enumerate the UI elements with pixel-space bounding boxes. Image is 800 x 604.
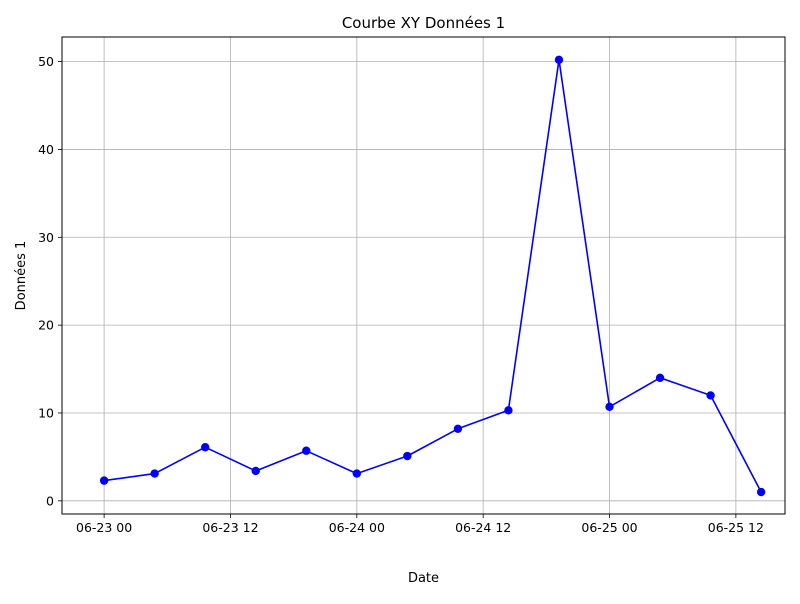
x-tick-label: 06-23 12 (202, 520, 258, 535)
data-point (605, 402, 614, 412)
series-line (103, 58, 762, 493)
data-point (352, 469, 362, 478)
axis-ticks: 06-23 00 06-23 12 06-24 00 06-24 12 06-25 00… (38, 54, 764, 535)
x-tick-label: 06-25 12 (708, 520, 764, 535)
x-tick-label: 06-23 00 (76, 520, 132, 535)
y-tick-label: 0 (46, 493, 54, 508)
x-tick-label: 06-24 00 (329, 520, 385, 535)
plot-area-frame (61, 36, 786, 515)
data-point (302, 446, 311, 455)
data-point (403, 451, 412, 461)
y-axis-label: Données 1 (14, 241, 29, 311)
y-tick-label: 50 (38, 54, 54, 69)
data-point (756, 487, 766, 497)
y-tick-label: 10 (38, 405, 54, 420)
grid (62, 37, 785, 514)
data-point (655, 373, 665, 383)
data-point (504, 406, 513, 415)
x-tick-label: 06-24 12 (455, 520, 511, 535)
x-tick-label: 06-25 00 (581, 520, 637, 535)
y-tick-label: 30 (38, 230, 54, 245)
y-tick-label: 40 (38, 142, 54, 157)
data-point (706, 391, 715, 400)
data-point (453, 424, 463, 433)
data-point (99, 476, 109, 485)
data-point (200, 443, 210, 452)
data-point (554, 55, 564, 65)
x-axis-label: Date (408, 571, 439, 586)
data-point (150, 469, 159, 478)
data-series (99, 55, 766, 497)
data-point (251, 466, 260, 476)
y-tick-label: 20 (38, 318, 54, 333)
chart-title: Courbe XY Données 1 (342, 14, 505, 32)
